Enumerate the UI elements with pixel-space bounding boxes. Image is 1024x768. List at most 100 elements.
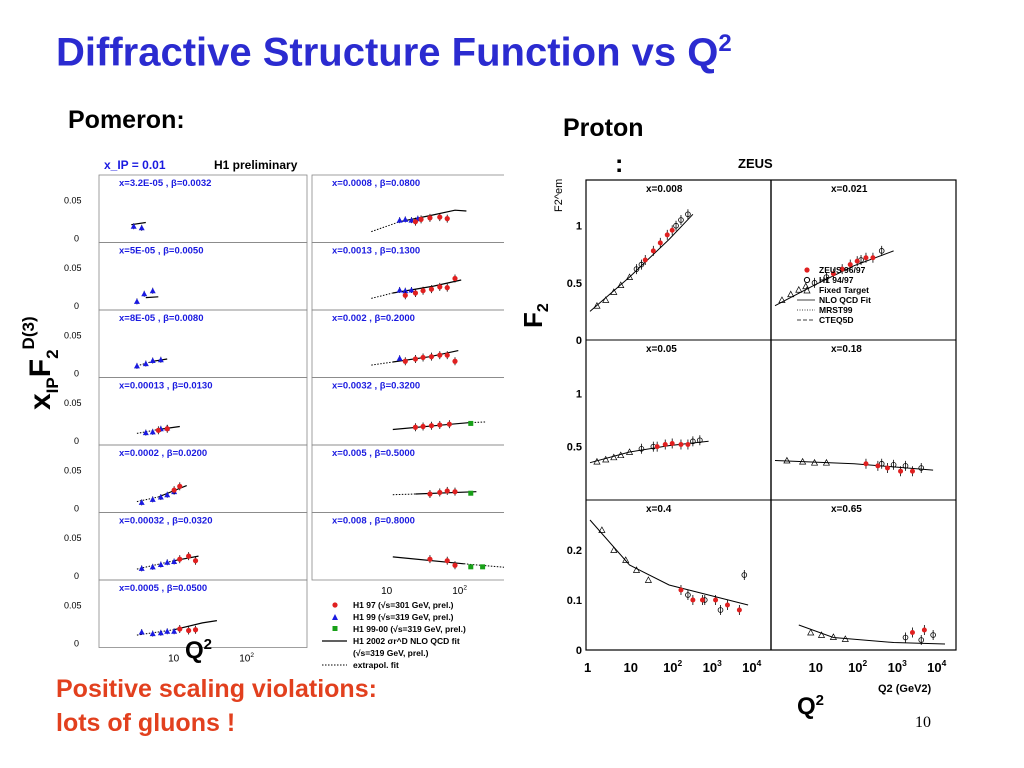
zeus-fixed-target-point [817,631,826,638]
h1-97-point [192,627,199,633]
conclusion-line-2: lots of gluons ! [56,709,236,737]
q2-sup: 2 [203,636,213,653]
zeus-legend-marker [803,286,811,294]
zeus-h1-point [673,222,679,229]
zeus-point [854,258,860,264]
zeus-panel-label: x=0.008 [646,184,683,195]
h1-97-point [437,284,443,290]
zeus-h1-point [678,217,684,223]
h1-97-point [428,423,435,429]
h1-97-point [192,558,199,564]
h1-legend-label: (√s=319 GeV, prel.) [353,648,429,658]
zeus-h1-point [741,572,748,578]
h1-99-point [142,360,149,367]
h1-panel-frame [311,512,504,581]
h1-ytick-label: 0.05 [64,465,82,475]
zeus-point [863,461,869,467]
slide-title: Diffractive Structure Function vs Q2 [56,30,732,75]
h1-99-point [149,287,156,294]
h1-extrap-curve [136,560,175,570]
h1-legend-label: H1 99-00 (√s=319 GeV, prel.) [353,624,466,634]
zeus-point [909,630,915,635]
h1-97-point [437,352,443,358]
h1-97-point [446,421,452,427]
zeus-point [678,587,684,593]
h1-fit-curve [173,620,217,631]
zeus-xtick-label: 1 [584,660,591,675]
h1-99-point [141,290,148,297]
h1-97-point [412,219,419,225]
zeus-xtick-label: 103 [888,658,907,675]
h1-97-point [427,556,433,562]
h1-97-point [452,358,458,364]
zeus-fixed-target-point [822,458,831,466]
zeus-point [736,607,742,613]
title-superscript: 2 [718,30,732,57]
zeus-fixed-target-point [799,457,807,465]
zeus-point [898,468,904,474]
slide-number: 10 [915,714,931,731]
zeus-point [875,463,881,469]
zeus-fixed-target-point [610,288,618,295]
zeus-ylabel: F2^em [553,179,565,212]
h1-97-point [177,556,183,562]
h1-97-point [402,292,408,298]
zeus-h1-point [690,438,696,445]
proton-label: Proton [563,114,644,142]
zeus-fit-curve [589,213,694,312]
zeus-h1-point [890,461,897,468]
h1-panel-label: x=5E-05 , β=0.0050 [119,246,204,257]
h1-99-00-point [468,564,474,570]
zeus-xtick-label: 10 [624,660,638,675]
h1-extrap-curve [136,496,159,503]
zeus-fixed-target-point [610,453,618,461]
h1-ytick-label: 0 [74,571,79,581]
zeus-fixed-target-point [795,285,803,293]
h1-legend-marker [332,602,338,608]
zeus-point [650,248,656,254]
h1-97-point [444,352,450,358]
zeus-point [839,266,845,272]
zeus-h1-point [685,211,691,218]
zeus-point [685,442,691,448]
svg-text:F2: F2 [518,303,550,328]
h1-97-point [402,358,408,364]
h1-97-point [452,275,458,282]
h1-99-point [171,628,178,634]
h1-legend-marker [332,626,338,631]
h1-99-point [130,223,137,229]
zeus-panel-label: x=0.4 [646,504,672,515]
zeus-fixed-target-point [602,455,610,463]
zeus-xtick-label: 104 [927,658,946,675]
zeus-fit-curve [774,460,934,471]
h1-ytick-label: 0.05 [64,398,82,408]
h1-fit-curve [399,209,467,223]
zeus-fixed-target-point [644,576,652,583]
zeus-point [724,602,730,608]
h1-97-point [186,553,192,559]
zeus-h1-point [638,261,645,268]
h1-99-point [149,357,156,364]
h1-99-point [396,286,403,293]
zeus-h1-point [638,445,645,452]
zeus-point [921,627,927,633]
ylabel-f-sub: 2 [43,349,62,358]
zeus-h1-point [918,465,925,471]
zeus-ytick-label: 0.1 [567,595,582,607]
zeus-fixed-target-point [787,290,795,298]
zeus-point [884,465,890,471]
h1-panel-label: x=0.0008 , β=0.0800 [332,178,420,189]
h1-ytick-label: 0.05 [64,330,82,340]
zeus-h1-point [878,460,885,467]
zeus-h1-point [878,248,885,254]
proton-y-axis-label: F2 [518,303,550,328]
zeus-point [870,255,876,261]
h1-xtick-label: 10 [168,654,180,665]
proton-x-axis-label: Q2 [797,692,824,721]
h1-97-point [452,562,458,568]
h1-97-point [420,288,426,294]
zeus-ytick-label: 1 [576,221,582,233]
zeus-point [863,255,869,261]
h1-97-point [155,427,161,433]
h1-97-point [412,290,419,296]
